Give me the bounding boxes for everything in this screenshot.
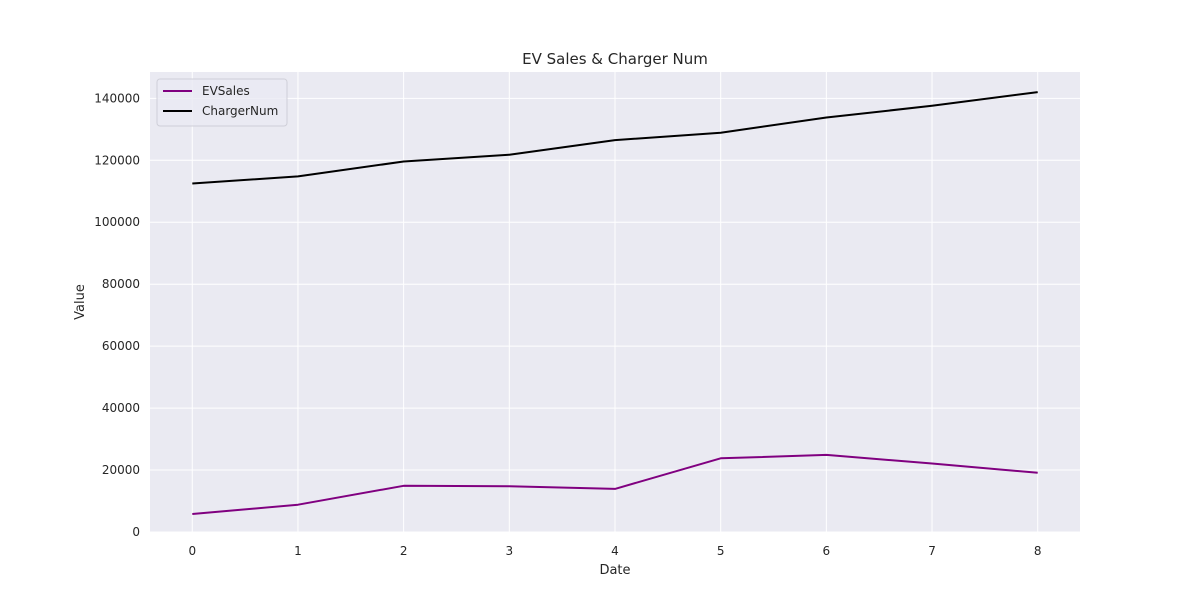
y-tick-label: 60000 bbox=[102, 339, 140, 353]
y-tick-label: 80000 bbox=[102, 277, 140, 291]
legend: EVSales ChargerNum bbox=[156, 78, 288, 127]
y-tick-label: 140000 bbox=[94, 91, 140, 105]
y-tick-label: 0 bbox=[132, 525, 140, 539]
x-axis-label: Date bbox=[599, 563, 630, 578]
x-tick-label: 6 bbox=[823, 544, 831, 558]
x-tick-label: 0 bbox=[188, 544, 196, 558]
y-tick-label: 20000 bbox=[102, 463, 140, 477]
series-line-chargernum bbox=[192, 91, 1038, 185]
y-axis-label: Value bbox=[73, 284, 88, 320]
legend-label: ChargerNum bbox=[202, 104, 278, 118]
x-tick-label: 8 bbox=[1034, 544, 1042, 558]
y-tick-label: 120000 bbox=[94, 153, 140, 167]
x-axis-ticks: 0 1 2 3 4 5 6 7 8 bbox=[188, 544, 1041, 558]
series-line-evsales bbox=[192, 453, 1038, 515]
x-tick-label: 3 bbox=[505, 544, 513, 558]
y-tick-label: 40000 bbox=[102, 401, 140, 415]
legend-label: EVSales bbox=[202, 84, 250, 98]
x-tick-label: 5 bbox=[717, 544, 725, 558]
y-tick-label: 100000 bbox=[94, 215, 140, 229]
x-tick-label: 7 bbox=[928, 544, 936, 558]
series-lines bbox=[192, 91, 1038, 515]
grid-lines bbox=[150, 72, 1080, 533]
y-axis-ticks: 0 20000 40000 60000 80000 100000 120000 140000 bbox=[94, 91, 140, 539]
chart-title: EV Sales & Charger Num bbox=[522, 50, 708, 68]
x-tick-label: 2 bbox=[400, 544, 408, 558]
x-tick-label: 4 bbox=[611, 544, 619, 558]
x-tick-label: 1 bbox=[294, 544, 302, 558]
